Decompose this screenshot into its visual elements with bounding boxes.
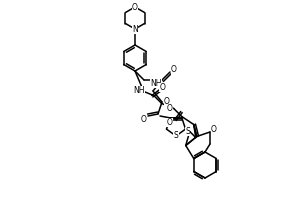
Text: N: N	[132, 24, 138, 33]
Text: O: O	[160, 83, 166, 92]
Text: NH: NH	[133, 86, 145, 95]
Text: O: O	[132, 2, 138, 11]
Text: S: S	[174, 132, 178, 140]
Text: O: O	[171, 66, 177, 74]
Text: O: O	[167, 104, 173, 113]
Text: O: O	[211, 126, 217, 134]
Text: O: O	[141, 114, 147, 123]
Text: O: O	[167, 118, 173, 127]
Text: O: O	[164, 98, 170, 106]
Text: NH: NH	[150, 78, 161, 88]
Text: S: S	[185, 127, 190, 136]
